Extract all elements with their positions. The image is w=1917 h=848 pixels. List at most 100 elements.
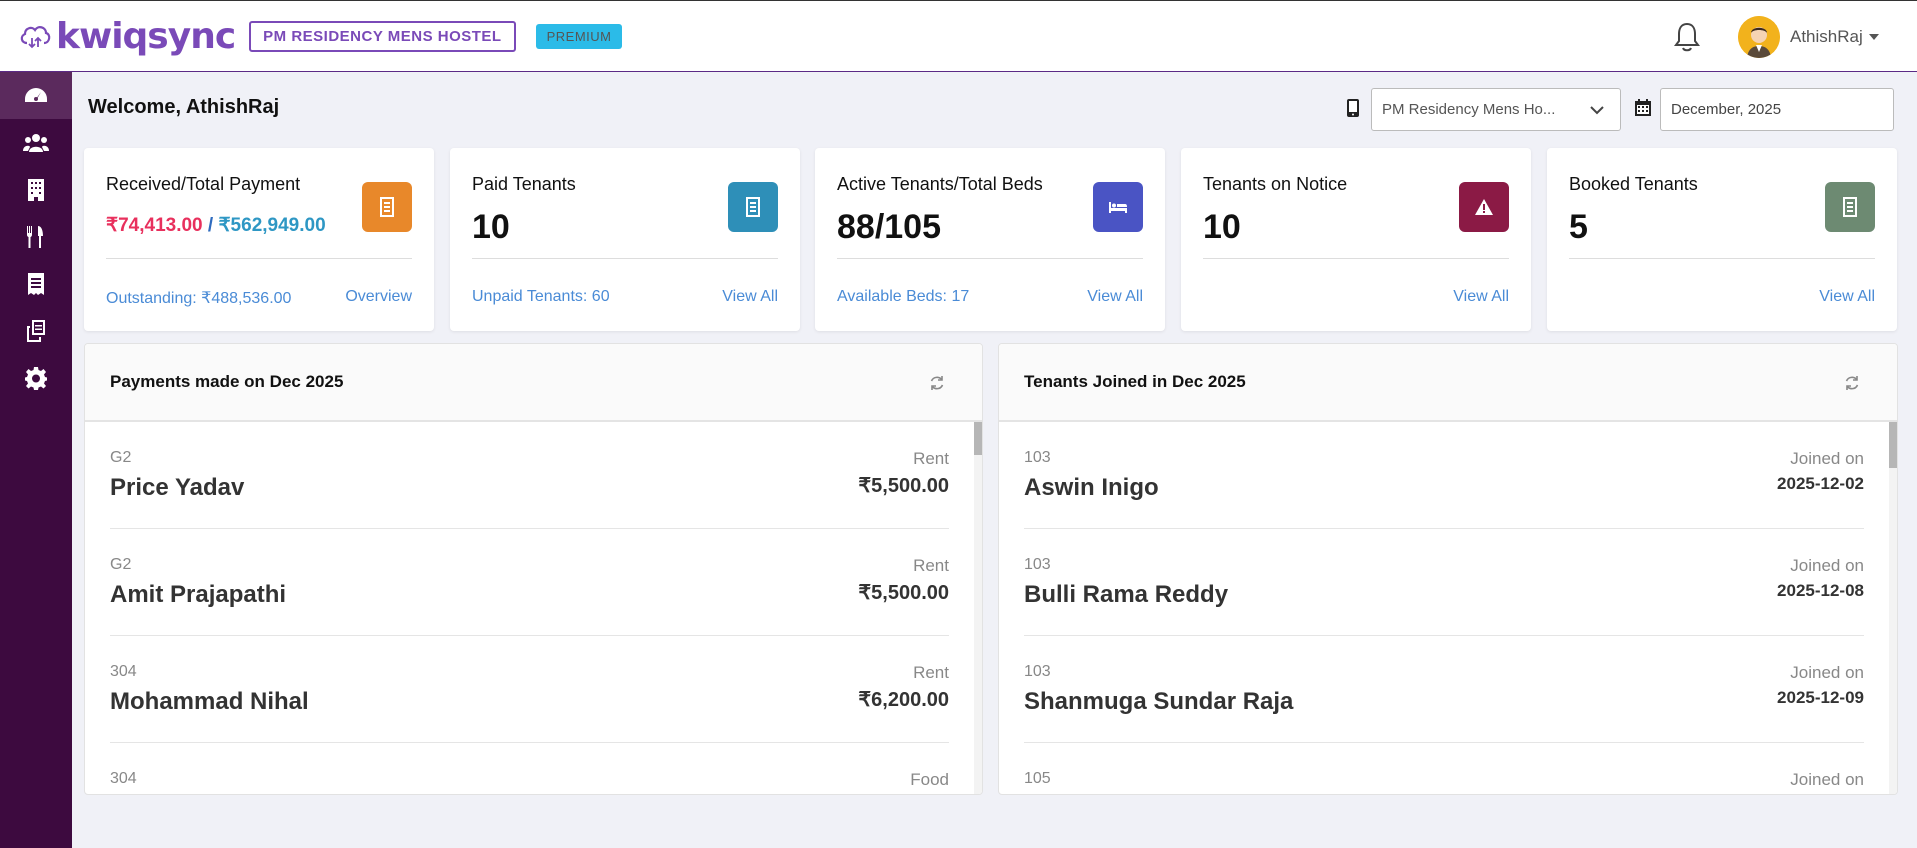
available-beds-count: Available Beds: 17	[837, 288, 970, 305]
tenant-name: Price Yadav	[110, 474, 245, 501]
card-title: Received/Total Payment	[106, 174, 301, 194]
unpaid-tenants-count: Unpaid Tenants: 60	[472, 288, 610, 305]
sidebar-item-dashboard[interactable]	[0, 72, 72, 119]
property-select-value: PM Residency Mens Ho...	[1382, 101, 1556, 118]
notification-bell-icon[interactable]	[1672, 21, 1702, 53]
scroll-thumb[interactable]	[974, 422, 982, 455]
user-menu[interactable]: AthishRaj	[1738, 16, 1879, 58]
card-active-tenants: Active Tenants/Total Beds 88/105 Availab…	[815, 148, 1165, 331]
tenant-name: Mohammad Nihal	[110, 688, 309, 715]
joined-date: 2025-12-09	[1777, 688, 1864, 707]
sidebar-item-tenants[interactable]	[0, 119, 72, 166]
room-number: 304	[110, 663, 137, 680]
card-tenants-on-notice: Tenants on Notice 10 View All	[1181, 148, 1531, 331]
settings-icon	[25, 366, 47, 390]
page-title: Welcome, AthishRaj	[88, 96, 280, 118]
tenant-name: Amit Prajapathi	[110, 581, 287, 608]
joined-list[interactable]: 103 Aswin Inigo Joined on 2025-12-02 103…	[999, 422, 1897, 794]
view-all-link[interactable]: View All	[1087, 288, 1143, 305]
building-icon	[28, 178, 44, 201]
brand-logo[interactable]: kwiqsync	[18, 15, 236, 57]
card-paid-tenants: Paid Tenants 10 Unpaid Tenants: 60 View …	[450, 148, 800, 331]
overview-link[interactable]: Overview	[345, 288, 412, 305]
outstanding-amount: Outstanding: ₹488,536.00	[106, 290, 292, 307]
top-bar: kwiqsync PM RESIDENCY MENS HOSTEL PREMIU…	[0, 0, 1917, 72]
dashboard-icon	[25, 87, 47, 102]
room-number: 304	[110, 770, 137, 787]
joined-label: Joined on	[1790, 556, 1864, 575]
payment-type: Rent	[913, 449, 949, 468]
calendar-icon	[1635, 99, 1651, 116]
scroll-thumb[interactable]	[1889, 422, 1897, 468]
list-item[interactable]: 304 Food	[110, 743, 949, 794]
user-avatar-icon	[1738, 16, 1780, 58]
hostel-badge: PM RESIDENCY MENS HOSTEL	[249, 20, 516, 52]
sidebar-item-food[interactable]	[0, 213, 72, 260]
payment-type: Food	[910, 770, 949, 789]
list-item[interactable]: 103 Bulli Rama Reddy Joined on 2025-12-0…	[1024, 529, 1864, 636]
list-item[interactable]: 304 Mohammad Nihal Rent ₹6,200.00	[110, 636, 949, 743]
list-item[interactable]: 105 Joined on	[1024, 743, 1864, 794]
card-booked-tenants: Booked Tenants 5 View All	[1547, 148, 1897, 331]
scrollbar[interactable]	[974, 422, 982, 794]
tenant-name: Shanmuga Sundar Raja	[1024, 688, 1294, 715]
panel-header: Payments made on Dec 2025	[85, 344, 982, 422]
refresh-icon[interactable]	[1843, 374, 1861, 392]
view-all-link[interactable]: View All	[1819, 288, 1875, 305]
sidebar-item-settings[interactable]	[0, 354, 72, 401]
property-select[interactable]: PM Residency Mens Ho...	[1371, 88, 1621, 131]
view-all-link[interactable]: View All	[722, 288, 778, 305]
room-number: 103	[1024, 663, 1051, 680]
room-number: G2	[110, 449, 132, 466]
card-value: 88/105	[837, 208, 941, 246]
list-item[interactable]: 103 Aswin Inigo Joined on 2025-12-02	[1024, 422, 1864, 529]
list-item[interactable]: 103 Shanmuga Sundar Raja Joined on 2025-…	[1024, 636, 1864, 743]
list-item[interactable]: G2 Price Yadav Rent ₹5,500.00	[110, 422, 949, 529]
room-number: 103	[1024, 556, 1051, 573]
payment-type: Rent	[913, 663, 949, 682]
card-divider	[472, 258, 778, 259]
card-value: 10	[1203, 208, 1241, 246]
total-amount: ₹562,949.00	[218, 215, 326, 236]
sidebar-item-payments[interactable]	[0, 260, 72, 307]
payment-type: Rent	[913, 556, 949, 575]
receipt-icon	[1825, 182, 1875, 232]
tenant-name: Aswin Inigo	[1024, 474, 1159, 501]
sidebar-item-properties[interactable]	[0, 166, 72, 213]
panel-title: Payments made on Dec 2025	[110, 372, 344, 391]
brand-name: kwiqsync	[56, 15, 236, 57]
receipt-icon	[362, 182, 412, 232]
plan-badge: PREMIUM	[535, 23, 623, 49]
payment-amount: ₹5,500.00	[858, 475, 949, 497]
room-number: G2	[110, 556, 132, 573]
chevron-down-icon	[1868, 34, 1879, 40]
sidebar-item-documents[interactable]	[0, 307, 72, 354]
joined-date: 2025-12-08	[1777, 581, 1864, 600]
amount-separator: /	[202, 215, 219, 236]
documents-icon	[27, 319, 45, 342]
sidebar	[0, 72, 72, 848]
users-icon	[23, 133, 49, 152]
card-divider	[1203, 258, 1509, 259]
card-title: Booked Tenants	[1569, 174, 1698, 194]
room-number: 105	[1024, 770, 1051, 787]
receipt-icon	[28, 272, 44, 295]
room-number: 103	[1024, 449, 1051, 466]
user-name: AthishRaj	[1790, 27, 1863, 46]
card-value: 10	[472, 208, 510, 246]
view-all-link[interactable]: View All	[1453, 288, 1509, 305]
month-input[interactable]: December, 2025	[1660, 88, 1894, 131]
list-item[interactable]: G2 Amit Prajapathi Rent ₹5,500.00	[110, 529, 949, 636]
payment-amounts: ₹74,413.00 / ₹562,949.00	[106, 214, 326, 237]
card-divider	[1569, 258, 1875, 259]
payments-list[interactable]: G2 Price Yadav Rent ₹5,500.00 G2 Amit Pr…	[85, 422, 982, 794]
payments-panel: Payments made on Dec 2025 G2 Price Yadav…	[84, 343, 983, 795]
food-icon	[27, 225, 43, 248]
receipt-icon	[728, 182, 778, 232]
cloud-sync-icon	[20, 26, 51, 49]
scrollbar[interactable]	[1889, 422, 1897, 794]
card-divider	[106, 258, 412, 259]
payment-amount: ₹6,200.00	[858, 689, 949, 711]
panel-title: Tenants Joined in Dec 2025	[1024, 372, 1246, 391]
refresh-icon[interactable]	[928, 374, 946, 392]
